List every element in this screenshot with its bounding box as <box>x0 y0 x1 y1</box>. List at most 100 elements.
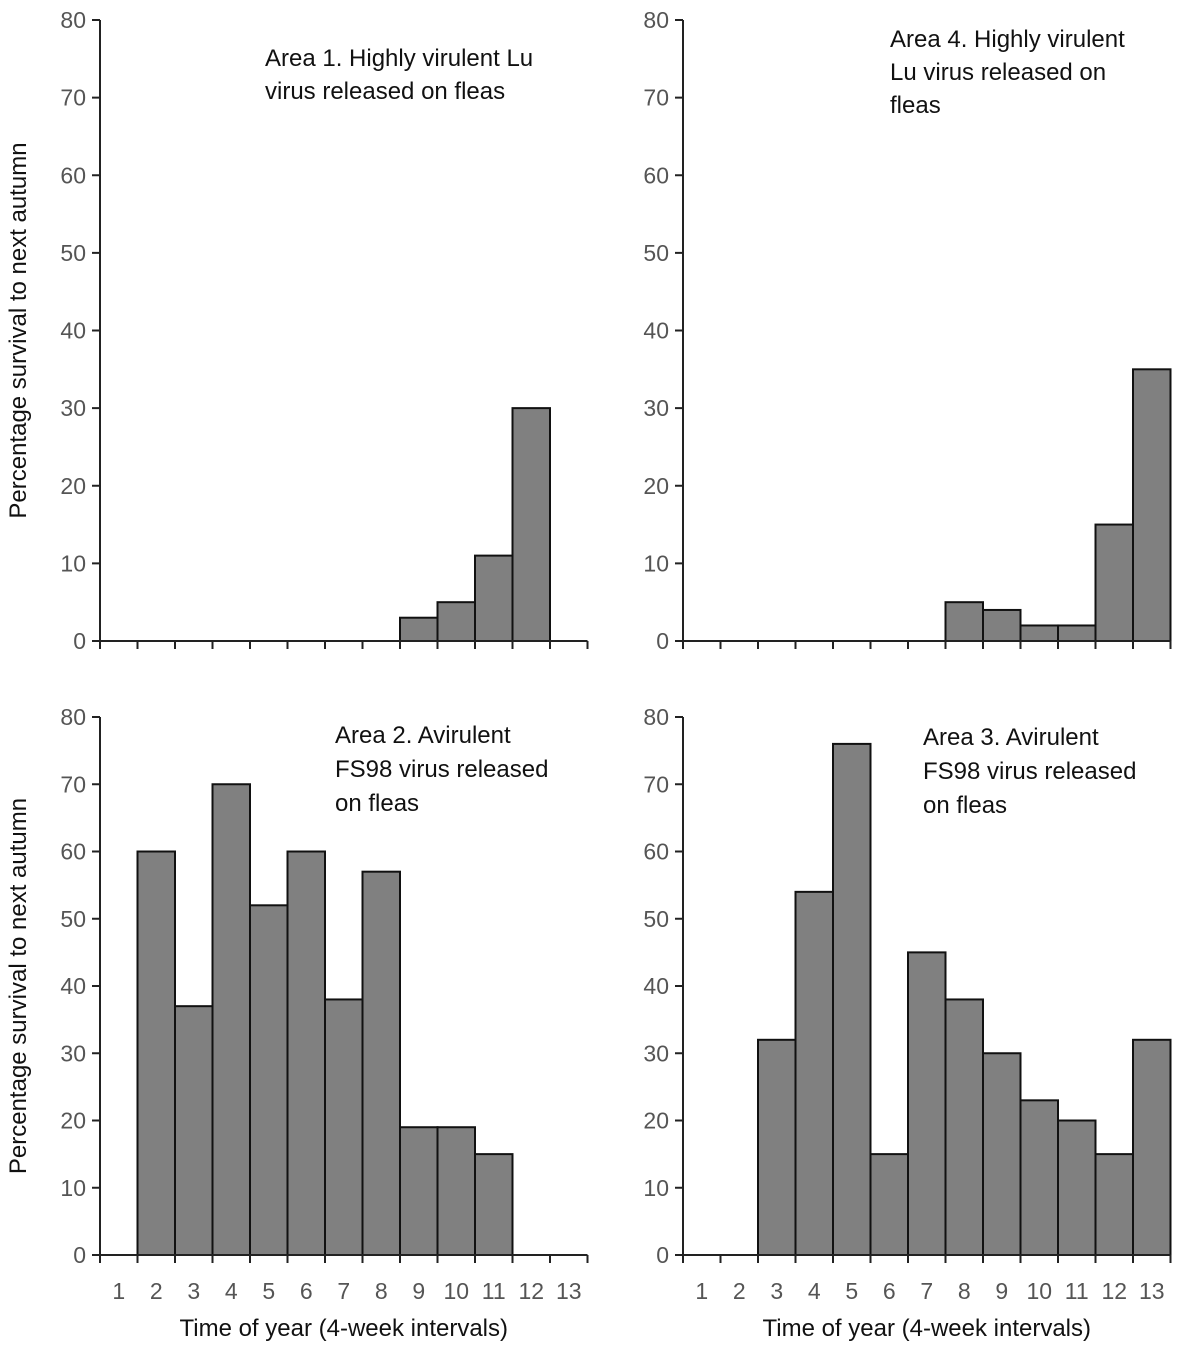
panel-annotation-line: on fleas <box>335 790 419 817</box>
x-tick-label: 10 <box>443 1278 469 1304</box>
bar-interval-13 <box>1132 1038 1172 1257</box>
y-tick-label: 0 <box>73 628 86 654</box>
x-tick-label: 4 <box>225 1278 238 1304</box>
x-tick-label: 2 <box>150 1278 163 1304</box>
panel-annotation-line: virus released on fleas <box>265 78 505 105</box>
x-tick-label: 3 <box>187 1278 200 1304</box>
x-tick-label: 12 <box>1101 1278 1127 1304</box>
y-tick-label: 80 <box>643 7 669 33</box>
y-tick-label: 60 <box>60 162 86 188</box>
bar-interval-8 <box>944 998 984 1257</box>
bar-interval-3 <box>757 1038 797 1257</box>
y-tick-label: 40 <box>60 318 86 344</box>
y-tick-label: 20 <box>60 473 86 499</box>
y-tick-label: 50 <box>60 906 86 932</box>
y-axis-title: Percentage survival to next autumn <box>5 142 32 518</box>
bar-interval-11 <box>1057 624 1097 642</box>
bar-interval-9 <box>982 1052 1022 1256</box>
x-tick-label: 9 <box>995 1278 1008 1304</box>
y-tick-label: 30 <box>643 395 669 421</box>
bar-interval-12 <box>1094 1153 1134 1256</box>
panel-annotation-line: Area 3. Avirulent <box>923 724 1099 751</box>
x-tick-label: 5 <box>845 1278 858 1304</box>
bar-interval-5 <box>832 742 872 1257</box>
y-tick-label: 70 <box>643 771 669 797</box>
y-tick-label: 70 <box>60 771 86 797</box>
x-tick-label: 8 <box>375 1278 388 1304</box>
x-tick-label: 11 <box>1065 1278 1089 1304</box>
bar-interval-4 <box>211 783 251 1256</box>
y-tick-label: 30 <box>60 1040 86 1066</box>
bar-interval-2 <box>136 850 176 1256</box>
y-tick-label: 10 <box>60 1175 86 1201</box>
y-tick-label: 30 <box>643 1040 669 1066</box>
y-tick-label: 80 <box>60 7 86 33</box>
bar-interval-11 <box>474 1153 514 1256</box>
bar-interval-7 <box>907 951 947 1256</box>
x-tick-label: 5 <box>262 1278 275 1304</box>
chart-panel-1: 0 10 20 30 40 50 60 70 80 Area 1. Highly virulent… <box>5 7 589 654</box>
bar-interval-11 <box>1057 1119 1097 1256</box>
y-tick-label: 10 <box>643 1175 669 1201</box>
panel-annotation-line: on fleas <box>923 792 1007 819</box>
y-tick-label: 30 <box>60 395 86 421</box>
panel-annotation-line: Area 1. Highly virulent Lu <box>265 45 533 72</box>
y-tick-label: 20 <box>643 1108 669 1134</box>
x-tick-label: 1 <box>695 1278 708 1304</box>
bar-interval-11 <box>474 554 514 642</box>
bar-interval-6 <box>869 1153 909 1256</box>
bar-interval-12 <box>511 407 551 642</box>
bar-interval-10 <box>436 1126 476 1256</box>
x-tick-label: 10 <box>1026 1278 1052 1304</box>
x-tick-label: 13 <box>1139 1278 1165 1304</box>
panel-annotation-line: Area 2. Avirulent <box>335 722 511 749</box>
bar-interval-8 <box>361 870 401 1256</box>
bar-interval-4 <box>794 890 834 1256</box>
y-tick-label: 60 <box>643 839 669 865</box>
x-tick-label: 6 <box>883 1278 896 1304</box>
panel-annotation-line: FS98 virus released <box>335 756 548 783</box>
bar-interval-8 <box>944 601 984 642</box>
y-tick-label: 70 <box>643 85 669 111</box>
x-tick-label: 8 <box>958 1278 971 1304</box>
y-tick-label: 10 <box>60 550 86 576</box>
chart-panel-2: 0 10 20 30 40 50 60 70 80 Area 4. Highly virulent… <box>643 7 1172 654</box>
y-tick-label: 0 <box>656 1242 669 1268</box>
y-tick-label: 60 <box>643 162 669 188</box>
bar-interval-12 <box>1094 523 1134 642</box>
x-axis-title: Time of year (4-week intervals) <box>179 1315 508 1342</box>
x-axis-title: Time of year (4-week intervals) <box>762 1315 1091 1342</box>
panel-annotation-line: Area 4. Highly virulent <box>890 26 1125 53</box>
x-tick-label: 3 <box>770 1278 783 1304</box>
bar-interval-5 <box>249 904 289 1256</box>
x-tick-label: 12 <box>518 1278 544 1304</box>
y-tick-label: 0 <box>73 1242 86 1268</box>
bar-interval-9 <box>399 616 439 643</box>
x-tick-label: 13 <box>556 1278 582 1304</box>
x-tick-label: 6 <box>300 1278 313 1304</box>
x-tick-label: 4 <box>808 1278 821 1304</box>
y-tick-label: 40 <box>60 973 86 999</box>
y-tick-label: 80 <box>60 704 86 730</box>
x-tick-label: 2 <box>733 1278 746 1304</box>
bar-interval-13 <box>1132 368 1172 642</box>
panel-annotation-line: FS98 virus released <box>923 758 1136 785</box>
panel-annotation-line: fleas <box>890 92 941 119</box>
bar-interval-6 <box>286 850 326 1256</box>
x-tick-label: 7 <box>920 1278 933 1304</box>
bar-interval-9 <box>982 608 1022 643</box>
y-tick-label: 40 <box>643 318 669 344</box>
y-tick-label: 50 <box>60 240 86 266</box>
x-tick-label: 11 <box>482 1278 506 1304</box>
y-tick-label: 40 <box>643 973 669 999</box>
y-axis-title: Percentage survival to next autumn <box>5 798 32 1174</box>
y-tick-label: 20 <box>643 473 669 499</box>
x-tick-label: 9 <box>412 1278 425 1304</box>
y-tick-label: 10 <box>643 550 669 576</box>
x-tick-label: 1 <box>112 1278 125 1304</box>
x-tick-label: 7 <box>337 1278 350 1304</box>
panel-annotation-line: Lu virus released on <box>890 59 1106 86</box>
